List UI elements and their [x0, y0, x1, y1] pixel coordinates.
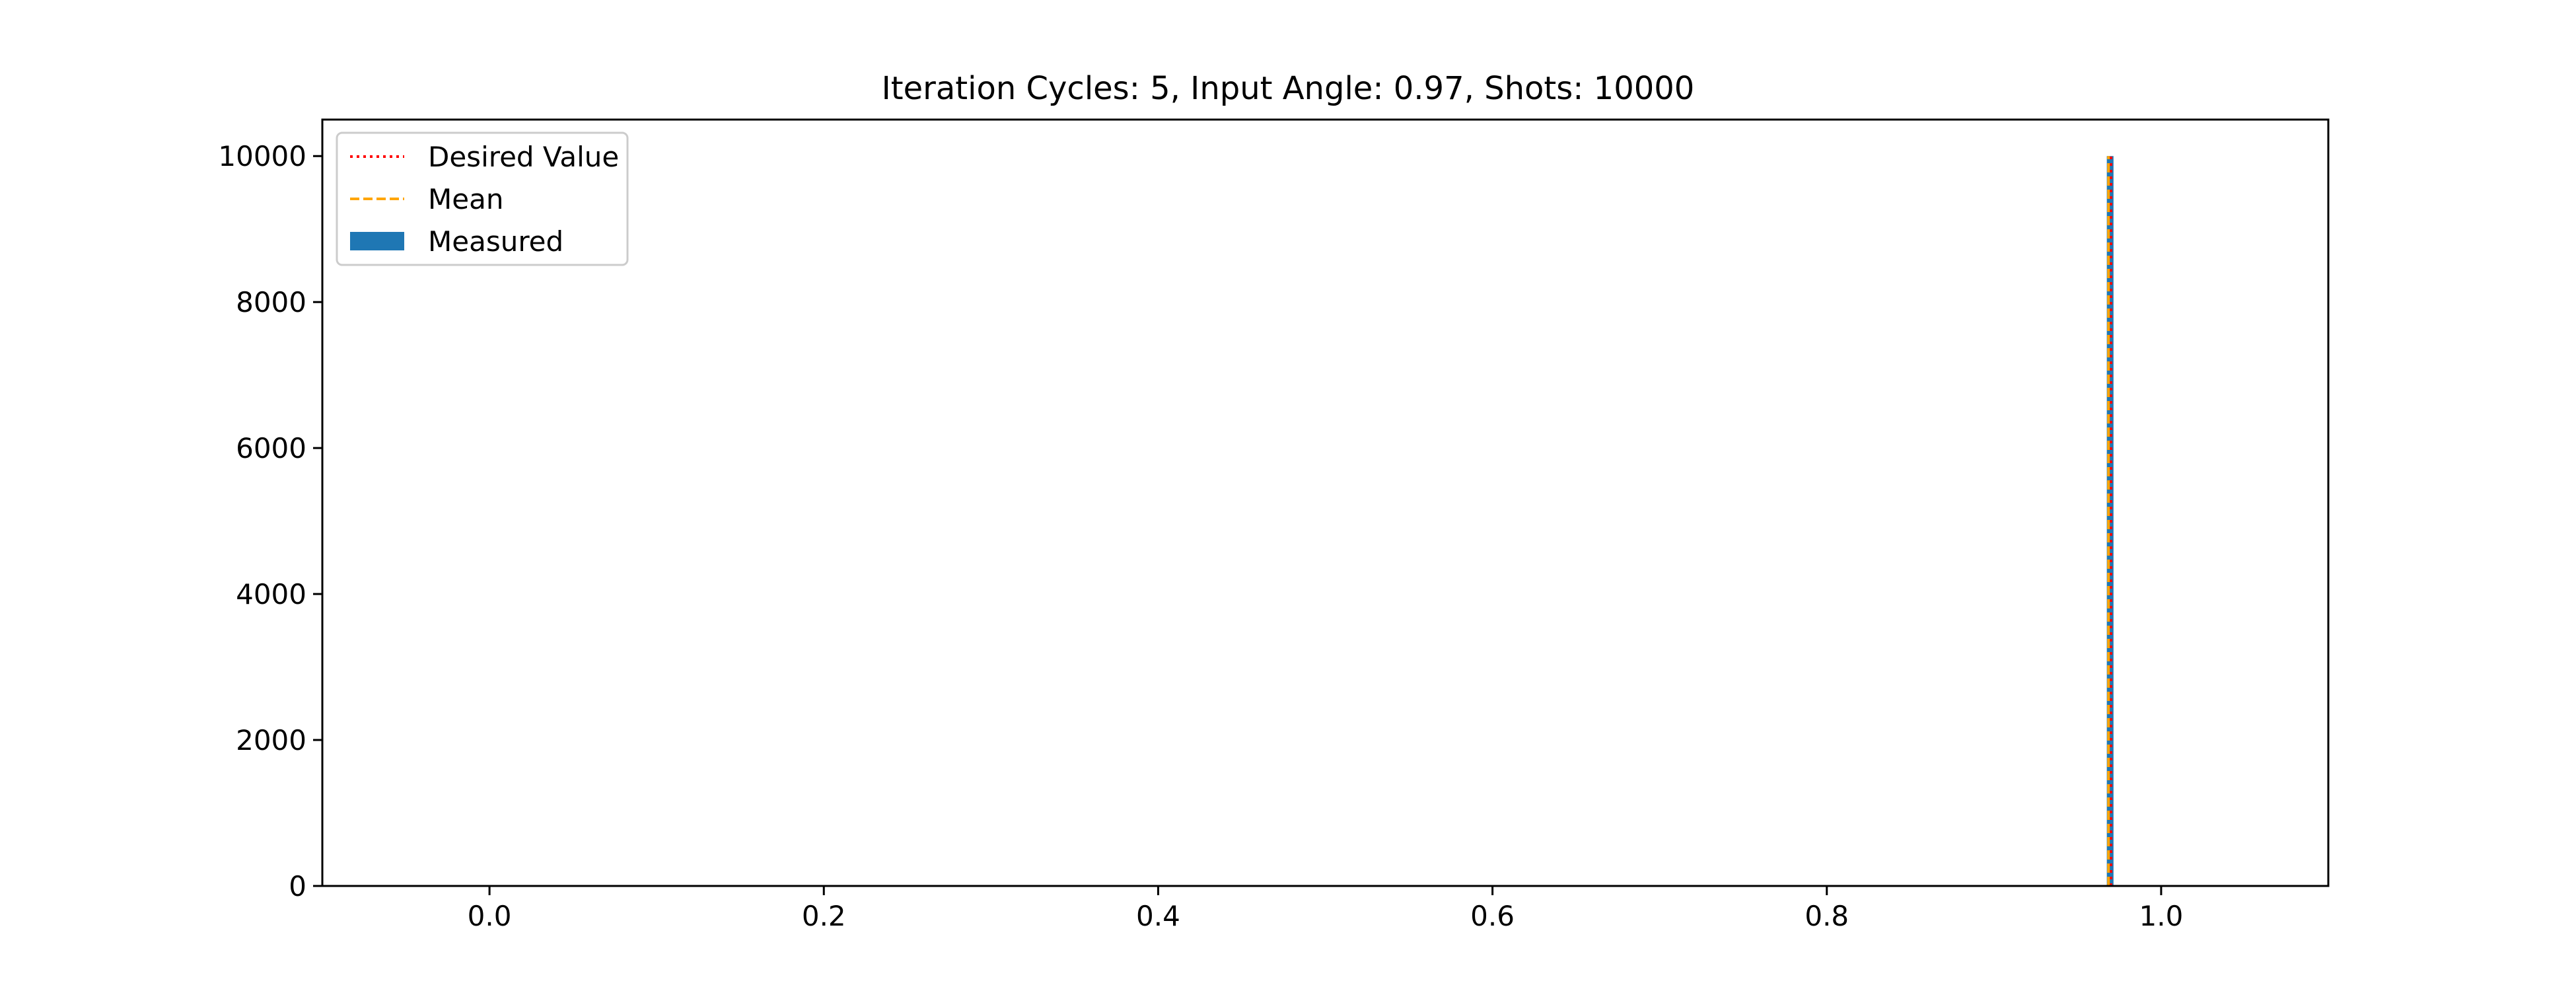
legend-box — [336, 131, 629, 266]
chart-title: Iteration Cycles: 5, Input Angle: 0.97, … — [882, 70, 1695, 107]
legend-swatch — [350, 232, 404, 250]
y-tick-label: 2000 — [236, 724, 306, 756]
x-tick-label: 0.4 — [1136, 900, 1180, 932]
x-tick-label: 0.2 — [802, 900, 846, 932]
legend-item: Measured — [350, 225, 563, 258]
legend: Desired Value Mean Measured — [336, 131, 629, 266]
legend-label: Measured — [428, 225, 563, 258]
y-axis: 0 2000 4000 6000 8000 10000 — [218, 140, 322, 902]
x-tick-label: 1.0 — [2139, 900, 2184, 932]
plot-frame — [321, 118, 2330, 887]
x-tick-label: 0.8 — [1805, 900, 1849, 932]
x-tick-label: 0.6 — [1470, 900, 1515, 932]
legend-label: Mean — [428, 183, 503, 215]
legend-item: Desired Value — [350, 141, 619, 173]
y-tick-label: 6000 — [236, 432, 306, 464]
marks-layer — [2106, 156, 2114, 887]
y-tick-label: 4000 — [236, 578, 306, 610]
x-tick-label: 0.0 — [468, 900, 512, 932]
y-tick-label: 0 — [289, 870, 306, 902]
x-axis: 0.0 0.2 0.4 0.6 0.8 1.0 — [468, 886, 2184, 932]
y-tick-label: 8000 — [236, 286, 306, 318]
legend-item: Mean — [350, 183, 503, 215]
y-tick-label: 10000 — [218, 140, 306, 172]
legend-label: Desired Value — [428, 141, 619, 173]
